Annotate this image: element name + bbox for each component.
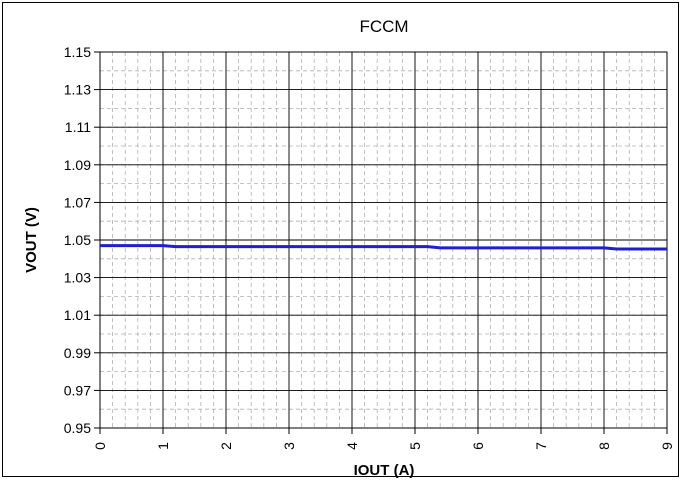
y-tick-label: 1.15	[64, 44, 91, 60]
x-axis-ticks: 0 1 2 3 4 5 6 7 8 9	[92, 428, 675, 450]
series-group	[100, 244, 667, 251]
x-tick-label: 1	[155, 442, 171, 450]
y-tick-label: 0.99	[64, 345, 91, 361]
x-tick-label: 0	[92, 442, 108, 450]
x-tick-label: 4	[344, 442, 360, 450]
chart-title: FCCM	[359, 17, 408, 36]
y-tick-label: 1.03	[64, 270, 91, 286]
y-tick-label: 0.97	[64, 382, 91, 398]
x-tick-label: 8	[596, 442, 612, 450]
x-tick-label: 9	[659, 442, 675, 450]
y-tick-label: 1.07	[64, 194, 91, 210]
y-axis-title: VOUT (V)	[23, 207, 40, 273]
x-tick-label: 5	[407, 442, 423, 450]
y-tick-label: 1.11	[65, 119, 91, 135]
y-tick-label: 0.95	[64, 420, 91, 436]
y-tick-label: 1.09	[64, 157, 91, 173]
x-tick-label: 6	[470, 442, 486, 450]
y-tick-label: 1.13	[64, 82, 91, 98]
x-tick-label: 2	[218, 442, 234, 450]
x-tick-label: 7	[533, 442, 549, 450]
y-tick-label: 1.01	[64, 307, 91, 323]
y-tick-label: 1.05	[64, 232, 91, 248]
series-line	[100, 244, 667, 251]
y-axis-ticks: 0.95 0.97 0.99 1.01 1.03 1.05 1.07 1.09 1.11 1.13…	[64, 44, 100, 436]
x-axis-title: IOUT (A)	[354, 462, 415, 479]
x-tick-label: 3	[281, 442, 297, 450]
